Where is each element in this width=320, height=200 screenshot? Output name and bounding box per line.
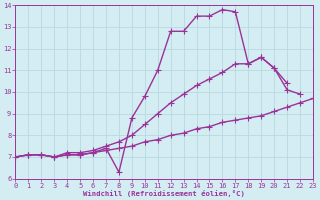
X-axis label: Windchill (Refroidissement éolien,°C): Windchill (Refroidissement éolien,°C) [83, 190, 245, 197]
